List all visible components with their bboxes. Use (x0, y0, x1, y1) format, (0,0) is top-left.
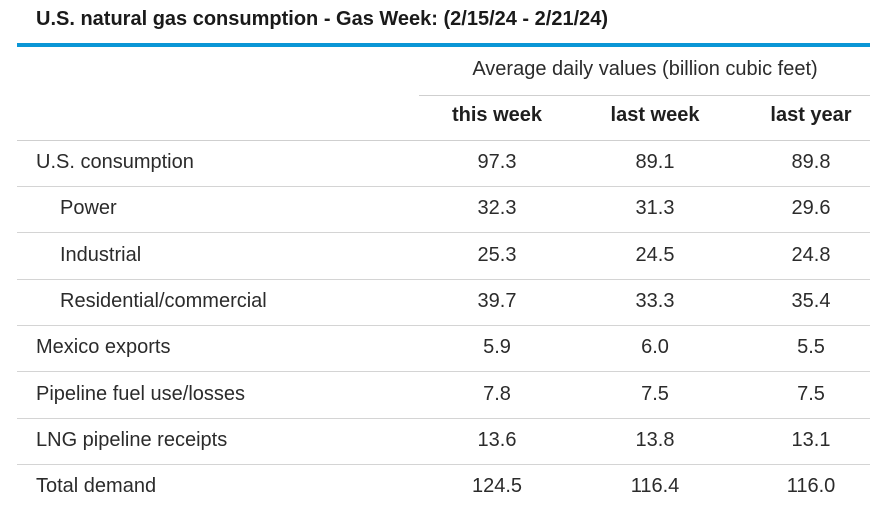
cell-value: 32.3 (477, 197, 517, 220)
cell-value: 29.6 (791, 197, 831, 220)
row-label: Mexico exports (36, 336, 171, 359)
row-label: LNG pipeline receipts (36, 428, 228, 451)
row-label: U.S. consumption (36, 151, 194, 173)
cell-value: 13.8 (635, 428, 675, 451)
cell-value: 89.8 (791, 151, 831, 173)
cell-value: 5.9 (483, 336, 511, 359)
column-header-last-year: last year (770, 104, 852, 126)
cell-value: 97.3 (477, 151, 517, 173)
cell-value: 24.8 (791, 243, 831, 266)
row-label: Industrial (60, 243, 142, 266)
cell-value: 7.5 (641, 382, 669, 405)
cell-value: 5.5 (797, 336, 825, 359)
row-label: Total demand (36, 475, 157, 498)
cell-value: 31.3 (635, 197, 675, 220)
table-title: U.S. natural gas consumption - Gas Week:… (36, 8, 609, 30)
row-label: Pipeline fuel use/losses (36, 382, 246, 405)
table-row: Total demand 124.5 116.4 116.0 (17, 465, 870, 511)
cell-value: 7.8 (483, 382, 511, 405)
table-row: Power 32.3 31.3 29.6 (17, 187, 870, 234)
cell-value: 6.0 (641, 336, 669, 359)
cell-value: 7.5 (797, 382, 825, 405)
header-rule (17, 140, 870, 141)
cell-value: 13.1 (791, 428, 831, 451)
cell-value: 33.3 (635, 289, 675, 312)
cell-value: 116.4 (630, 475, 680, 498)
column-header-last-week: last week (610, 104, 700, 126)
table-row: Mexico exports 5.9 6.0 5.5 (17, 326, 870, 373)
cell-value: 89.1 (635, 151, 675, 173)
column-group-rule (419, 95, 870, 96)
table-row: Pipeline fuel use/losses 7.8 7.5 7.5 (17, 373, 870, 419)
table-row: LNG pipeline receipts 13.6 13.8 13.1 (17, 419, 870, 465)
cell-value: 35.4 (791, 289, 831, 312)
cell-value: 24.5 (635, 243, 675, 266)
cell-value: 116.0 (786, 475, 836, 498)
table-row: Residential/commercial 39.7 33.3 35.4 (17, 280, 870, 326)
title-accent-rule (17, 43, 870, 47)
table-row: Industrial 25.3 24.5 24.8 (17, 234, 870, 280)
row-label: Residential/commercial (60, 289, 267, 312)
cell-value: 124.5 (471, 475, 523, 498)
column-header-this-week: this week (451, 104, 543, 126)
cell-value: 25.3 (477, 243, 517, 266)
row-label: Power (60, 197, 117, 220)
cell-value: 39.7 (477, 289, 517, 312)
column-group-header: Average daily values (billion cubic feet… (472, 58, 818, 80)
table-row: U.S. consumption 97.3 89.1 89.8 (17, 141, 870, 187)
cell-value: 13.6 (477, 428, 517, 451)
